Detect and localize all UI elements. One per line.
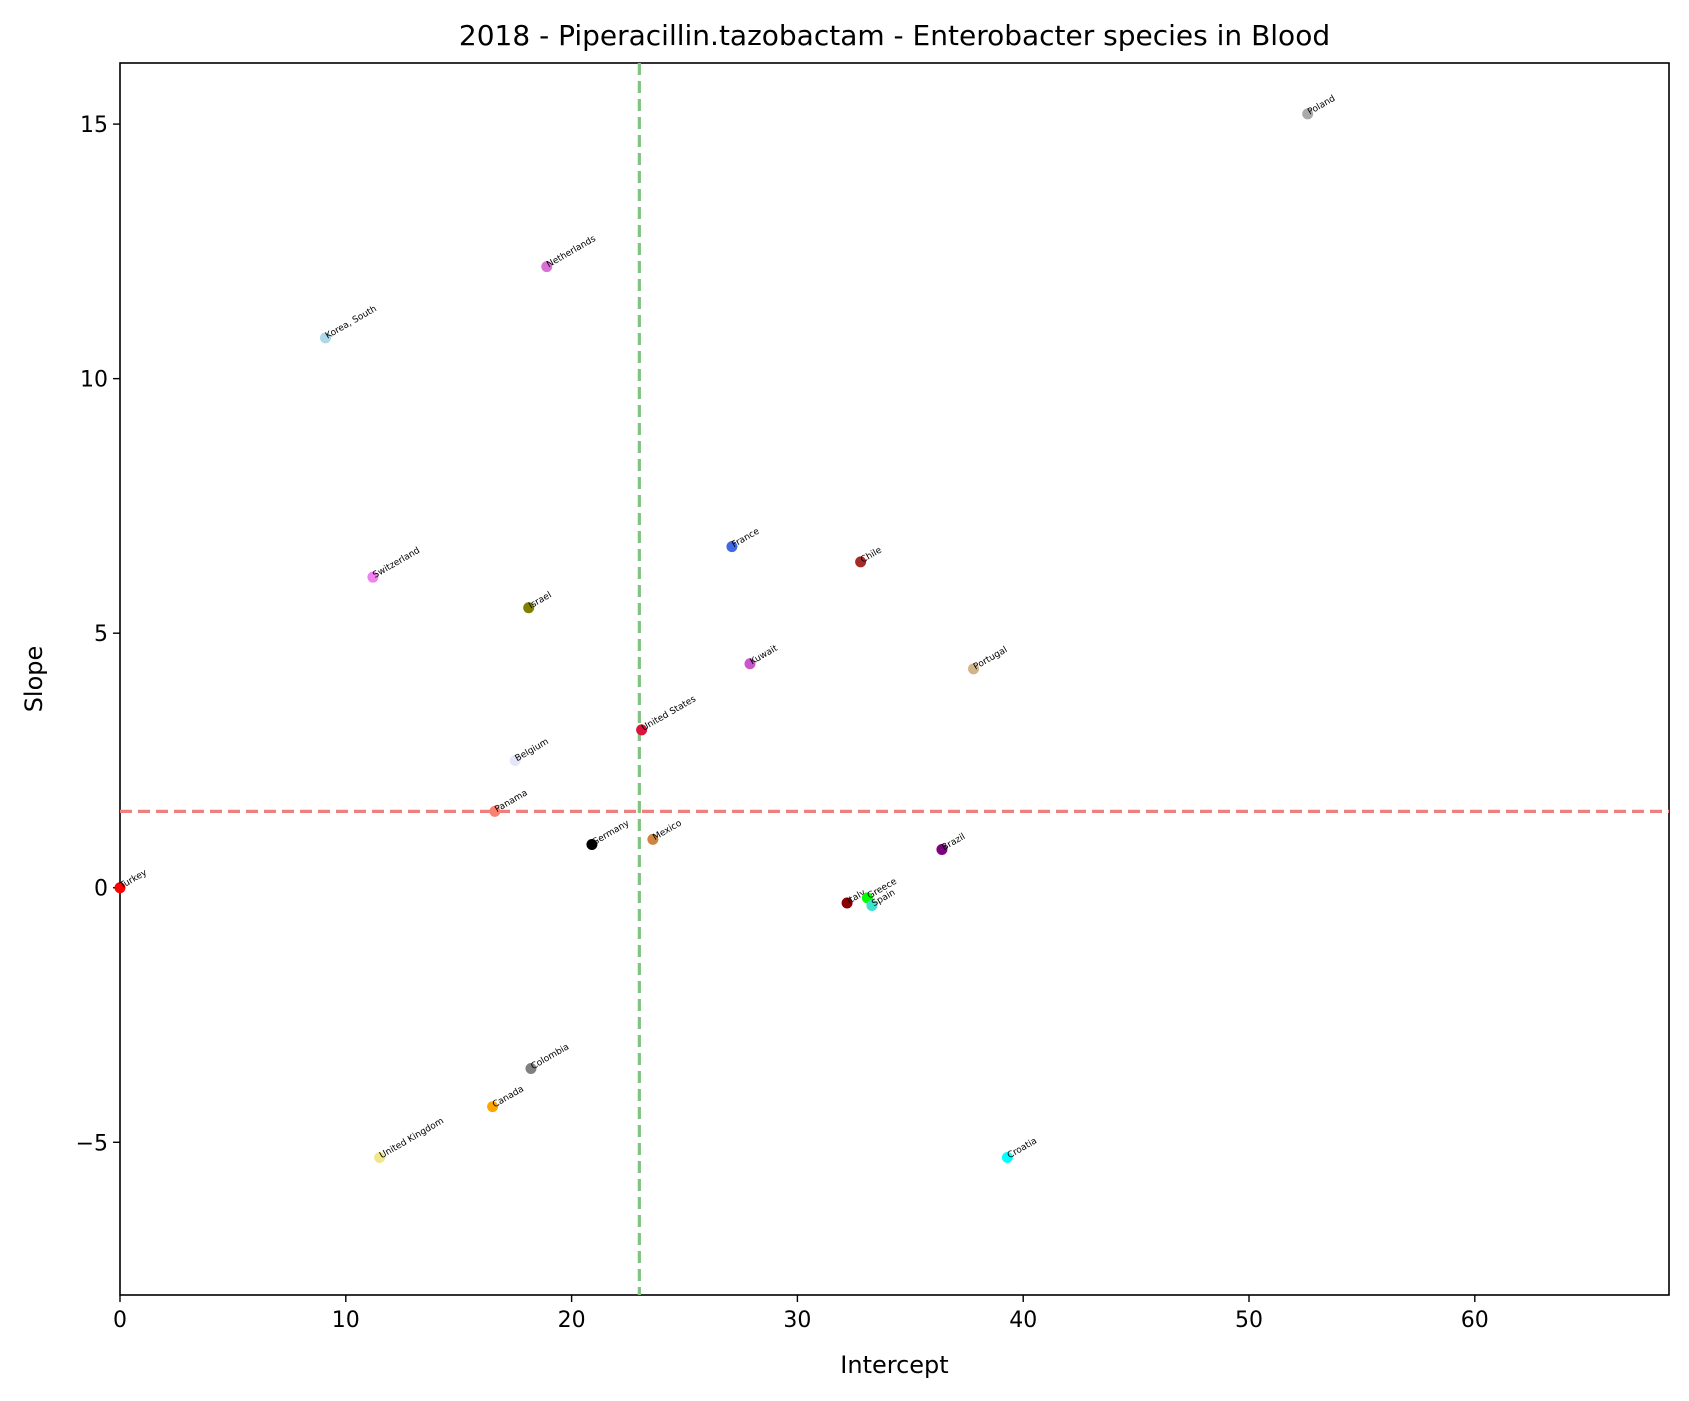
y-tick-label: 15 [80, 113, 108, 138]
data-point [744, 658, 756, 670]
data-point [367, 571, 379, 583]
data-point [855, 556, 867, 568]
x-tick-label: 50 [1235, 1308, 1263, 1333]
x-tick-label: 20 [558, 1308, 586, 1333]
x-axis-title: Intercept [840, 1351, 948, 1379]
data-point [525, 1062, 537, 1074]
data-point-label: Turkey [118, 868, 150, 892]
data-point [523, 602, 535, 614]
chart-title: 2018 - Piperacillin.tazobactam - Enterob… [459, 19, 1330, 52]
data-point-label: Brazil [940, 832, 967, 853]
data-point-label: Chile [859, 545, 884, 565]
data-point [968, 663, 980, 675]
x-tick-label: 10 [332, 1308, 360, 1333]
plot-area-frame [119, 62, 1670, 1296]
data-point [374, 1152, 386, 1164]
data-point-label: Portugal [972, 645, 1009, 672]
data-point [647, 833, 659, 845]
data-point [487, 1101, 499, 1113]
data-point-label: Croatia [1006, 1136, 1039, 1161]
data-point-label: Korea, South [324, 304, 379, 341]
y-axis-ticks: −5 0 5 10 15 [76, 113, 120, 1156]
data-point [586, 838, 598, 850]
x-tick-label: 0 [113, 1308, 127, 1333]
data-points: Poland Netherlands Korea, South France Chile… [114, 94, 1337, 1164]
data-point-label: Israel [527, 590, 553, 611]
data-point-label: Colombia [529, 1042, 571, 1072]
data-point-label: France [730, 526, 761, 550]
data-point [1001, 1152, 1013, 1164]
data-point [866, 900, 878, 912]
data-point-label: United Kingdom [378, 1116, 446, 1161]
data-point [509, 754, 521, 766]
data-point-label: Poland [1306, 94, 1337, 118]
data-point [114, 882, 126, 894]
data-point-label: Mexico [651, 818, 684, 843]
x-tick-label: 60 [1461, 1308, 1489, 1333]
reference-lines [120, 63, 1669, 1295]
data-point-label: Switzerland [371, 546, 421, 581]
data-point-label: Canada [491, 1084, 526, 1110]
y-tick-label: 0 [94, 877, 108, 902]
data-point-label: Netherlands [545, 234, 598, 270]
x-tick-label: 40 [1009, 1308, 1037, 1333]
data-point-label: Belgium [514, 737, 551, 764]
data-point [936, 844, 948, 856]
data-point [841, 897, 853, 909]
data-point [1302, 108, 1314, 120]
y-tick-label: 10 [80, 368, 108, 393]
y-axis-title: Slope [20, 646, 48, 713]
data-point [726, 541, 738, 553]
data-point [319, 332, 331, 344]
data-point-label: Kuwait [748, 643, 779, 667]
y-tick-label: 5 [94, 622, 108, 647]
data-point [636, 724, 648, 736]
x-tick-label: 30 [783, 1308, 811, 1333]
data-point [541, 261, 553, 273]
data-point-label: United States [640, 694, 698, 733]
y-tick-label: −5 [76, 1131, 108, 1156]
x-axis-ticks: 0 10 20 30 40 50 60 [113, 1295, 1489, 1333]
data-point-label: Germany [590, 818, 631, 848]
data-point [489, 805, 501, 817]
